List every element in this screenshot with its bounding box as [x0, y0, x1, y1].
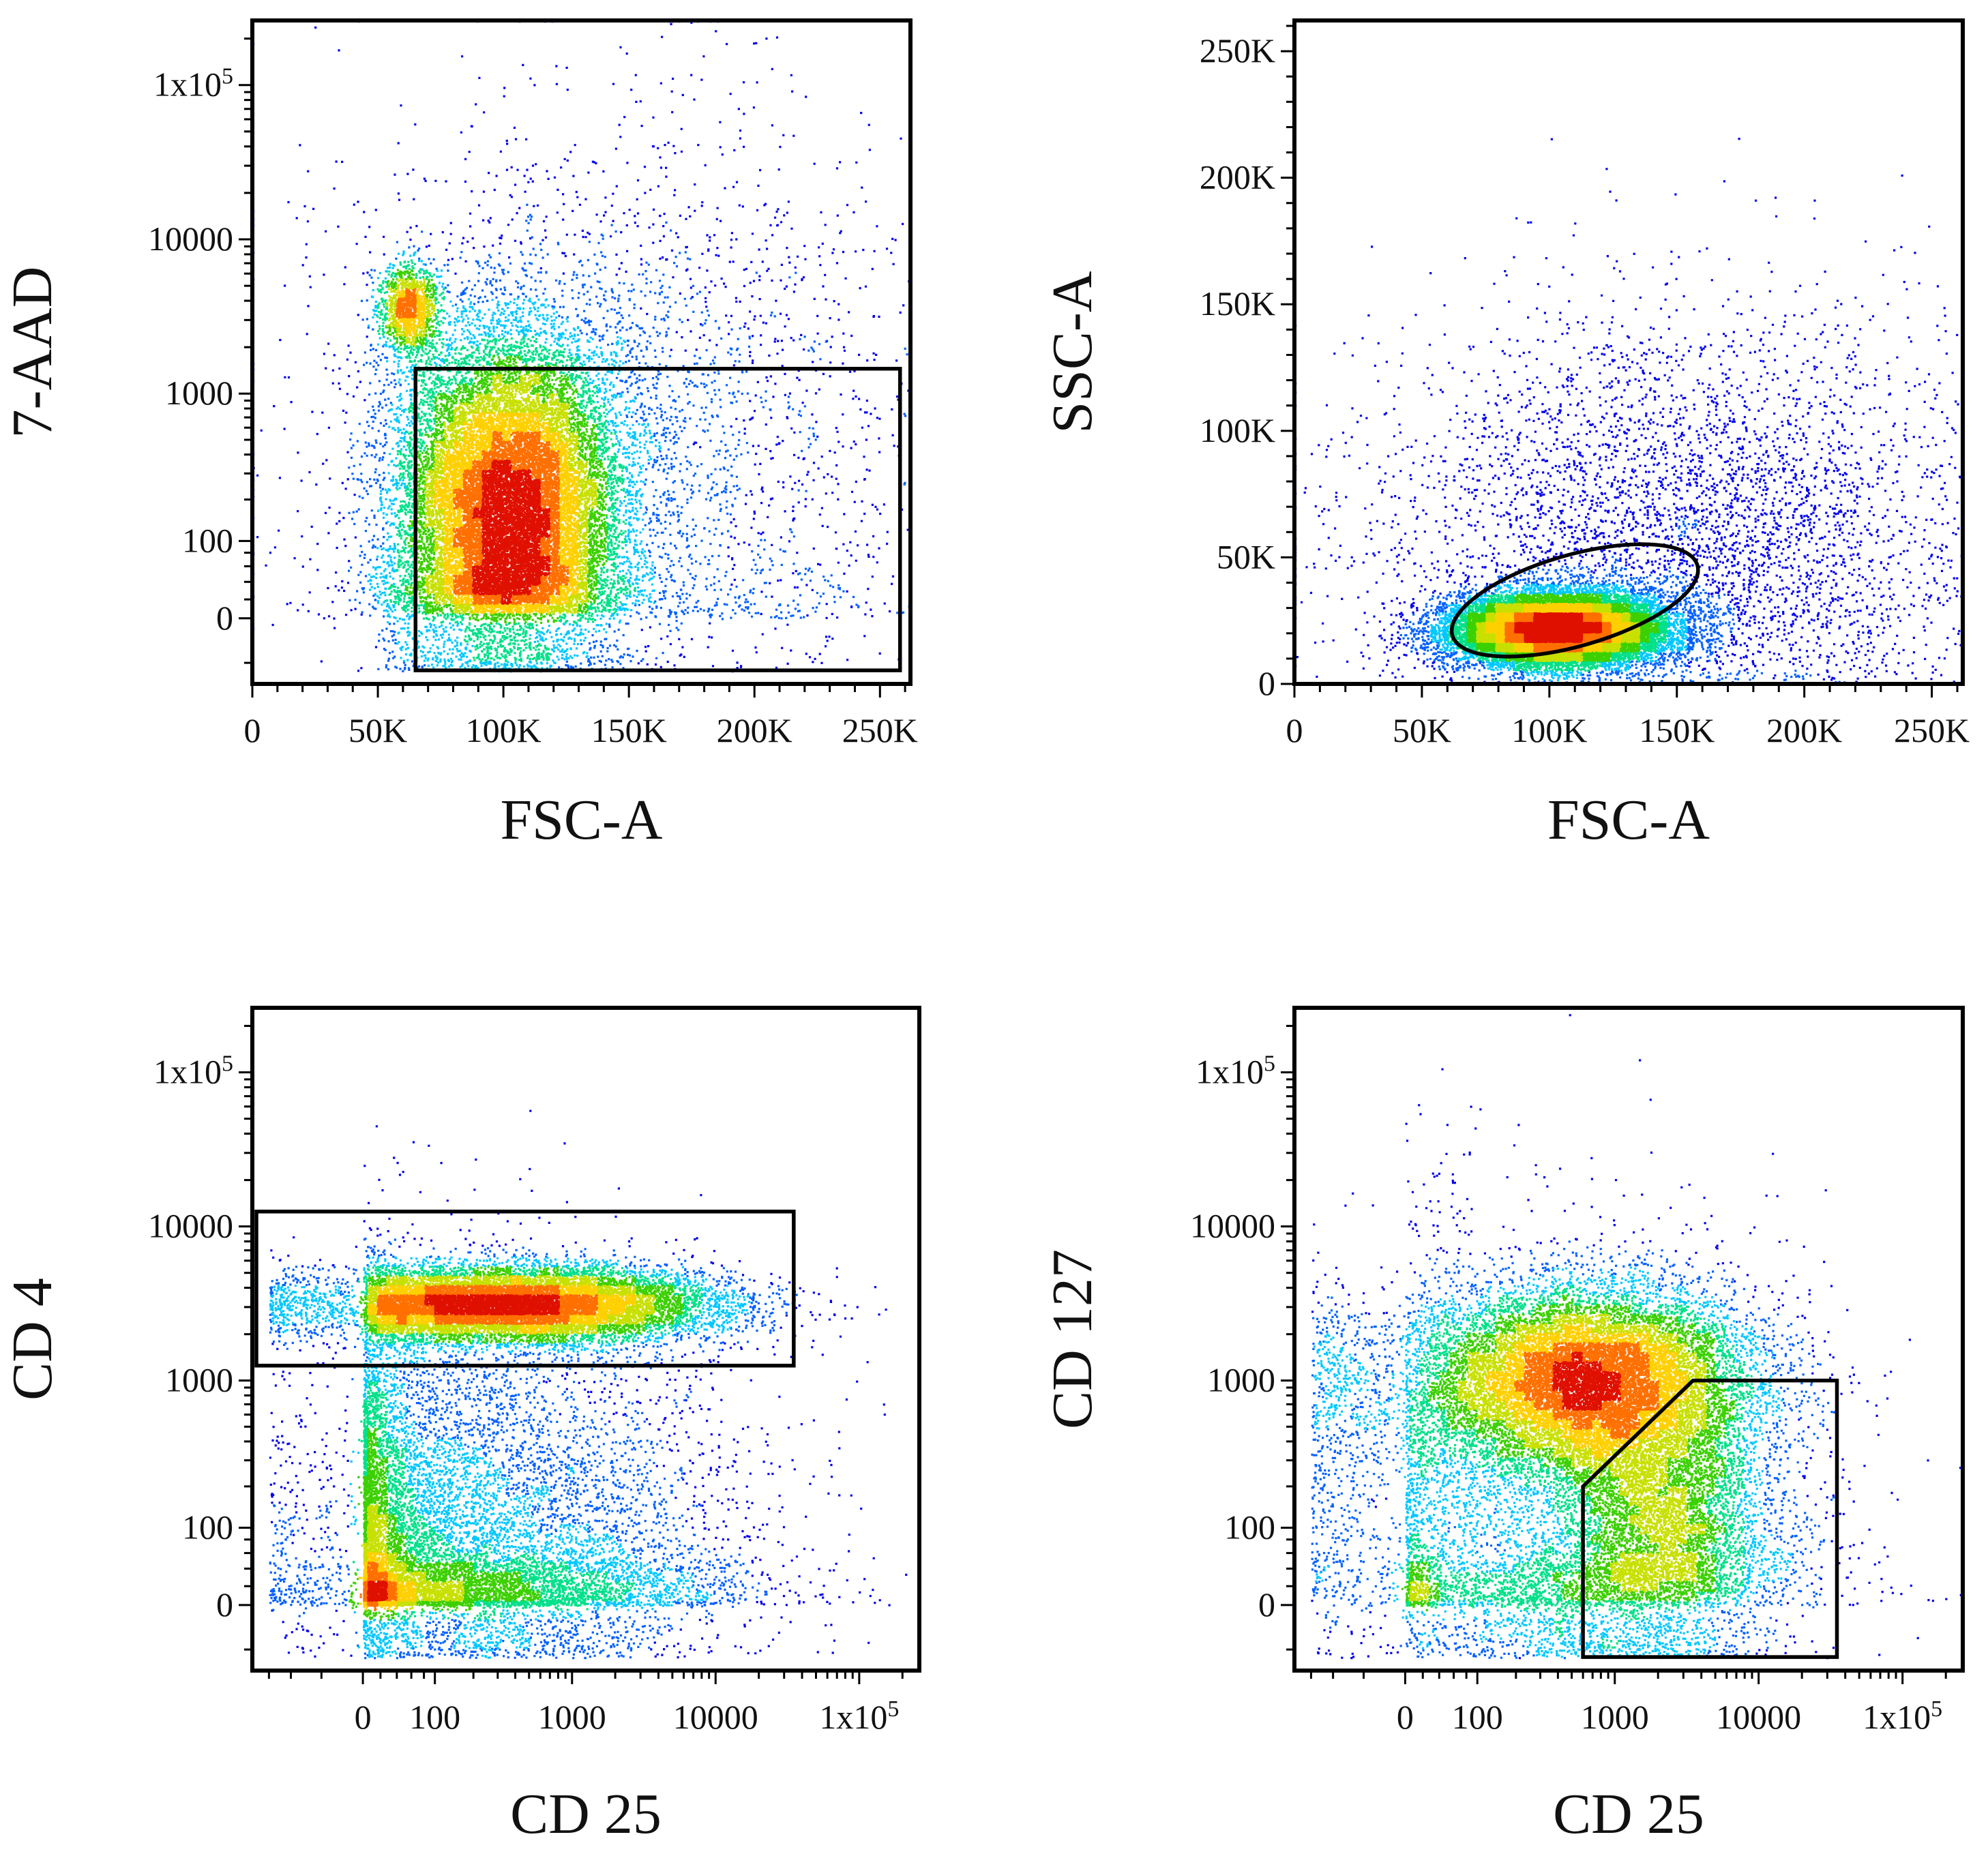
- panel-b-x-tick-label: 100K: [1511, 711, 1587, 749]
- panel-c-x-axis: 0 100 1000 10000 1x105: [267, 1673, 904, 1737]
- panel-d-x-tick-label: 100: [1452, 1698, 1503, 1736]
- panel-c-x-tick-label: 1000: [538, 1698, 606, 1736]
- panel-c-density-level-4: [348, 1266, 684, 1621]
- panel-d-x-axis: 0 100 1000 10000 1x105: [1309, 1673, 1947, 1737]
- panel-c-x-tick-label: 100: [409, 1698, 460, 1736]
- panel-a-y-axis-title: 7-AAD: [1, 267, 64, 438]
- panel-d-y-axis-title: CD 127: [1041, 1249, 1104, 1429]
- panel-d-y-tick-label: 100: [1224, 1508, 1275, 1546]
- panel-d-y-tick-label: 10000: [1190, 1207, 1275, 1245]
- panel-a-x-tick-label: 200K: [717, 711, 792, 749]
- panel-b-density-level-1: [1399, 518, 1963, 684]
- panel-a-y-tick-label: 1000: [165, 374, 233, 412]
- panel-a-x-tick-label: 50K: [348, 711, 407, 749]
- panel-d-density-level-5: [1409, 1313, 1708, 1602]
- panel-c-x-tick-label: 0: [355, 1698, 372, 1736]
- panel-a-frame: [250, 18, 913, 686]
- panel-b-y-tick-label: 50K: [1217, 537, 1275, 575]
- panel-c-y-tick-label: 100: [182, 1508, 233, 1546]
- panel-b-density-level-8: [1514, 612, 1603, 644]
- panel-b-x-tick-label: 150K: [1639, 711, 1715, 749]
- panel-a-chart: 0 50K 100K 150K 200K 250K 0 100 1000 10000 1x105 FS…: [1, 18, 918, 852]
- panel-b-events: [1294, 138, 1963, 684]
- panel-d-x-axis-title: CD 25: [1553, 1782, 1704, 1846]
- panel-c-gate[interactable]: [254, 1210, 796, 1368]
- panel-b-x-tick-label: 250K: [1894, 711, 1970, 749]
- panel-b-x-axis: 0 50K 100K 150K 200K 250K: [1286, 686, 1970, 749]
- panel-d-y-tick-label: 1x105: [1196, 1051, 1275, 1091]
- panel-d-x-tick-label: 10000: [1716, 1698, 1801, 1736]
- panel-d-x-tick-label: 0: [1397, 1698, 1414, 1736]
- panel-d-density-level-7: [1514, 1342, 1660, 1439]
- panel-b-frame: [1292, 18, 1965, 686]
- panel-d-y-tick-label: 0: [1258, 1585, 1275, 1624]
- panel-d-density-level-6: [1485, 1323, 1689, 1459]
- panel-c-events: [269, 1109, 919, 1660]
- panel-b-y-tick-label: 0: [1258, 664, 1275, 702]
- panel-a-x-tick-label: 250K: [842, 711, 918, 749]
- panel-c-density-level-6: [358, 1275, 637, 1612]
- panel-c-x-tick-label: 10000: [673, 1698, 758, 1736]
- panel-b-y-tick-label: 200K: [1200, 158, 1275, 196]
- panel-b-y-tick-label: 250K: [1200, 31, 1275, 70]
- panel-c-y-tick-label: 1x105: [153, 1051, 233, 1091]
- panel-a-gate[interactable]: [413, 366, 902, 672]
- panel-d-gate[interactable]: [1581, 1378, 1839, 1659]
- panel-c-y-axis: 0 100 1000 10000 1x105: [148, 1025, 250, 1651]
- panel-d-density-level-2: [1314, 1266, 1793, 1660]
- panel-b-x-tick-label: 200K: [1766, 711, 1842, 749]
- panel-d-chart: 0 100 1000 10000 1x105 0 100 1000 10000 1x105 CD 2…: [1041, 1006, 1965, 1846]
- panel-c-y-tick-label: 0: [216, 1585, 233, 1624]
- panel-c-density-level-2: [269, 1256, 751, 1659]
- panel-a-density-level-3: [376, 259, 636, 663]
- panel-d-events: [1311, 1014, 1963, 1660]
- panel-d-x-tick-label: 1000: [1581, 1698, 1649, 1736]
- panel-b-y-tick-label: 150K: [1200, 284, 1275, 323]
- panel-d-y-tick-label: 1000: [1207, 1361, 1275, 1399]
- panel-c-y-tick-label: 1000: [165, 1361, 233, 1399]
- panel-b-y-axis-title: SSC-A: [1041, 271, 1104, 433]
- panel-a-density-level-8: [472, 460, 551, 605]
- panel-d-x-tick-label: 1x105: [1863, 1696, 1942, 1737]
- panel-c-frame: [250, 1006, 921, 1673]
- panel-a-density-level-4: [386, 269, 608, 625]
- panel-c-density-level-7: [359, 1285, 599, 1611]
- panel-d-frame: [1292, 1006, 1965, 1673]
- panel-a-x-tick-label: 150K: [591, 711, 667, 749]
- panel-b-gate[interactable]: [1440, 522, 1710, 679]
- panel-b-x-tick-label: 50K: [1393, 711, 1451, 749]
- panel-a-y-tick-label: 100: [182, 521, 233, 559]
- panel-c-y-axis-title: CD 4: [1, 1278, 64, 1401]
- panel-d-density-level-8: [1552, 1351, 1622, 1411]
- panel-a-x-tick-label: 100K: [466, 711, 541, 749]
- panel-b-chart: 0 50K 100K 150K 200K 250K 0 50K 100K 150K 200K 250K…: [1041, 18, 1970, 852]
- panel-a-y-tick-label: 10000: [148, 220, 233, 258]
- panel-b-y-tick-label: 100K: [1200, 411, 1275, 449]
- panel-c-y-tick-label: 10000: [148, 1207, 233, 1245]
- panel-a-y-tick-label: 0: [216, 599, 233, 637]
- panel-b-x-tick-label: 0: [1286, 711, 1303, 749]
- panel-b-x-axis-title: FSC-A: [1547, 788, 1710, 852]
- panel-a-density-level-2: [367, 250, 662, 673]
- panel-a-y-axis: 0 100 1000 10000 1x105: [148, 38, 250, 664]
- panel-a-density-level-6: [396, 288, 580, 615]
- panel-c-chart: 0 100 1000 10000 1x105 0 100 1000 10000 1x105 CD 2…: [1, 1006, 921, 1846]
- panel-a-x-axis-title: FSC-A: [500, 788, 662, 852]
- panel-a-x-axis: 0 50K 100K 150K 200K 250K: [244, 686, 918, 749]
- panel-d-y-axis: 0 100 1000 10000 1x105: [1190, 1025, 1292, 1651]
- panel-b-y-axis: 0 50K 100K 150K 200K 250K: [1200, 25, 1292, 702]
- panel-c-x-tick-label: 1x105: [819, 1696, 899, 1737]
- panel-a-events: [252, 20, 910, 673]
- panel-c-x-axis-title: CD 25: [510, 1782, 662, 1846]
- panel-c-density-level-5: [361, 1275, 655, 1611]
- panel-a-y-tick-label: 1x105: [153, 63, 233, 104]
- panel-a-x-tick-label: 0: [244, 711, 261, 749]
